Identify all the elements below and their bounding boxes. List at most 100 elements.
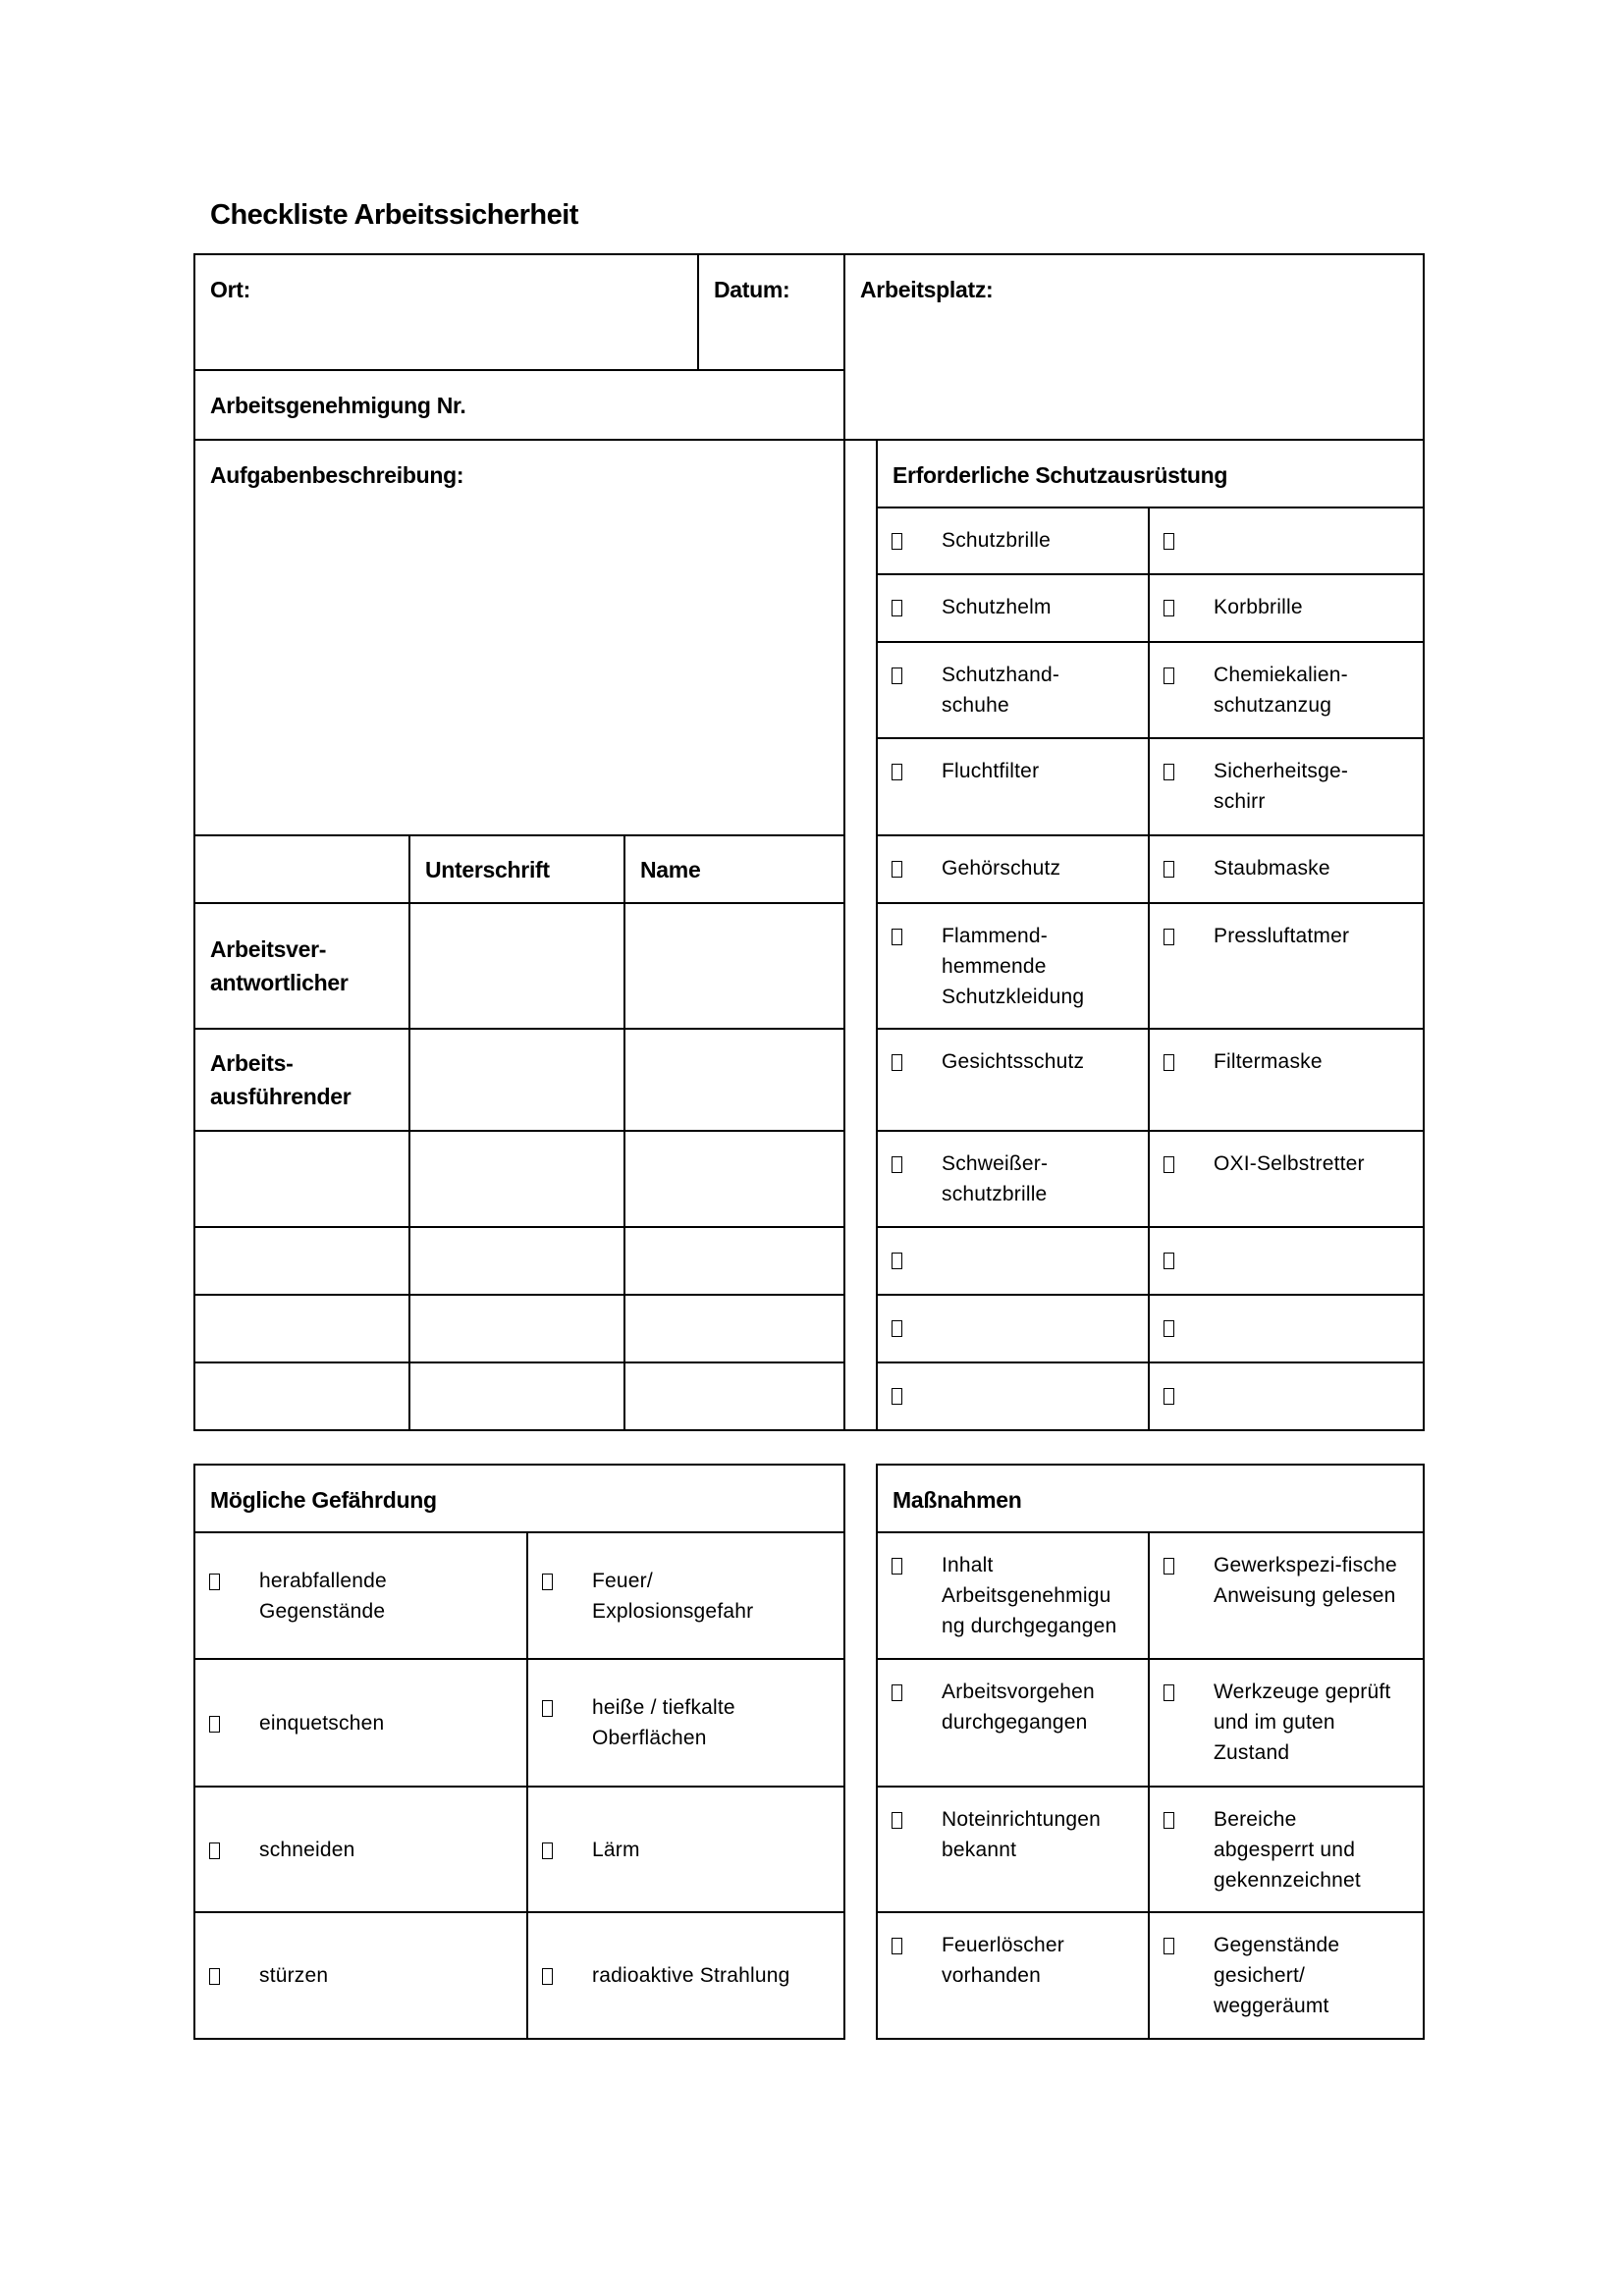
checkbox-icon[interactable] (542, 1842, 553, 1859)
gefaehrdung-heading-cell: Mögliche Gefährdung (193, 1464, 845, 1533)
checkbox-icon[interactable] (209, 1715, 220, 1733)
checkbox-icon[interactable] (542, 1968, 553, 1985)
checkbox-icon[interactable] (892, 533, 902, 550)
signature-field[interactable] (408, 1362, 625, 1431)
signature-field[interactable] (408, 1294, 625, 1363)
checkbox-icon[interactable] (892, 1558, 902, 1575)
checklist-item[interactable]: OXI-Selbstretter (1164, 1148, 1417, 1179)
checkbox-icon[interactable] (892, 1253, 902, 1269)
checklist-item[interactable] (1164, 1380, 1417, 1405)
checklist-item[interactable]: Flammend- hemmende Schutzkleidung (892, 921, 1142, 1012)
checkbox-icon[interactable] (892, 861, 902, 878)
signature-field[interactable] (408, 902, 625, 1030)
name-field[interactable] (623, 1362, 845, 1431)
item-label: Schutzhand- schuhe (942, 664, 1060, 717)
checklist-item[interactable]: Chemiekalien- schutzanzug (1164, 660, 1417, 721)
checkbox-icon[interactable] (892, 600, 902, 616)
checklist-item[interactable] (892, 1312, 1142, 1337)
checkbox-icon[interactable] (542, 1573, 553, 1590)
checkbox-icon[interactable] (892, 764, 902, 780)
checklist-item[interactable]: einquetschen (209, 1708, 520, 1738)
signature-field[interactable] (408, 1226, 625, 1296)
checklist-item[interactable]: Arbeitsvorgehen durchgegangen (892, 1677, 1142, 1737)
checklist-item[interactable] (892, 1245, 1142, 1269)
checklist-item[interactable]: Gegenstände gesichert/ weggeräumt (1164, 1930, 1417, 2021)
ort-field[interactable]: Ort: (193, 253, 699, 371)
measure-cell: Gegenstände gesichert/ weggeräumt (1148, 1911, 1425, 2040)
checkbox-icon[interactable] (542, 1700, 553, 1717)
ppe-cell: Schutzhand- schuhe (876, 641, 1150, 739)
checklist-item[interactable]: Feuer/ Explosionsgefahr (542, 1566, 838, 1627)
checkbox-icon[interactable] (1164, 600, 1174, 616)
checklist-item[interactable]: Bereiche abgesperrt und gekennzeichnet (1164, 1804, 1417, 1896)
checkbox-icon[interactable] (1164, 861, 1174, 878)
checkbox-icon[interactable] (1164, 1054, 1174, 1071)
datum-field[interactable]: Datum: (697, 253, 845, 371)
checklist-item[interactable]: Sicherheitsge- schirr (1164, 756, 1417, 817)
checklist-item[interactable]: Gehörschutz (892, 853, 1142, 883)
checkbox-icon[interactable] (1164, 1156, 1174, 1173)
checklist-item[interactable]: Schutzhelm (892, 592, 1142, 622)
checklist-item[interactable]: Noteinrichtungen bekannt (892, 1804, 1142, 1865)
arbeitsplatz-field[interactable]: Arbeitsplatz: (843, 253, 1425, 441)
checkbox-icon[interactable] (1164, 929, 1174, 945)
checkbox-icon[interactable] (1164, 764, 1174, 780)
checkbox-icon[interactable] (209, 1573, 220, 1590)
checklist-item[interactable]: Feuerlöscher vorhanden (892, 1930, 1142, 1991)
checklist-item[interactable]: Inhalt Arbeitsgenehmigu ng durchgegangen (892, 1550, 1142, 1641)
checkbox-icon[interactable] (1164, 533, 1174, 550)
checklist-item[interactable]: Schutzhand- schuhe (892, 660, 1142, 721)
checklist-item[interactable]: heiße / tiefkalte Oberflächen (542, 1692, 838, 1753)
item-label: Pressluftatmer (1214, 925, 1350, 947)
signature-field[interactable] (408, 1028, 625, 1132)
checklist-item[interactable]: radioaktive Strahlung (542, 1960, 838, 1991)
checkbox-icon[interactable] (209, 1842, 220, 1859)
checklist-item[interactable]: Pressluftatmer (1164, 921, 1417, 951)
signature-field[interactable] (408, 1130, 625, 1228)
signature-role-cell (193, 1226, 410, 1296)
checklist-item[interactable]: stürzen (209, 1960, 520, 1991)
name-field[interactable] (623, 1294, 845, 1363)
checkbox-icon[interactable] (892, 929, 902, 945)
checkbox-icon[interactable] (1164, 1558, 1174, 1575)
checklist-item[interactable]: herabfallende Gegenstände (209, 1566, 520, 1627)
checkbox-icon[interactable] (892, 1938, 902, 1954)
checklist-item[interactable]: schneiden (209, 1835, 520, 1865)
checklist-item[interactable]: Staubmaske (1164, 853, 1417, 883)
checklist-item[interactable] (1164, 1312, 1417, 1337)
checklist-item[interactable] (1164, 1245, 1417, 1269)
checkbox-icon[interactable] (1164, 1320, 1174, 1337)
checklist-item[interactable]: Schutzbrille (892, 525, 1142, 556)
checkbox-icon[interactable] (892, 1156, 902, 1173)
name-field[interactable] (623, 1226, 845, 1296)
checklist-item[interactable]: Korbbrille (1164, 592, 1417, 622)
checkbox-icon[interactable] (892, 1054, 902, 1071)
aufgabenbeschreibung-field[interactable]: Aufgabenbeschreibung: (193, 439, 845, 836)
checkbox-icon[interactable] (1164, 1938, 1174, 1954)
arbeitsgenehmigung-field[interactable]: Arbeitsgenehmigung Nr. (193, 369, 845, 441)
checkbox-icon[interactable] (892, 1320, 902, 1337)
name-field[interactable] (623, 902, 845, 1030)
name-field[interactable] (623, 1130, 845, 1228)
checkbox-icon[interactable] (209, 1968, 220, 1985)
checklist-item[interactable]: Gesichtsschutz (892, 1046, 1142, 1077)
checklist-item[interactable]: Werkzeuge geprüft und im guten Zustand (1164, 1677, 1417, 1768)
checkbox-icon[interactable] (1164, 1388, 1174, 1405)
checkbox-icon[interactable] (892, 667, 902, 684)
checkbox-icon[interactable] (1164, 1684, 1174, 1701)
ppe-cell: Gesichtsschutz (876, 1028, 1150, 1132)
name-field[interactable] (623, 1028, 845, 1132)
checklist-item[interactable]: Filtermaske (1164, 1046, 1417, 1077)
checkbox-icon[interactable] (892, 1388, 902, 1405)
checkbox-icon[interactable] (1164, 1253, 1174, 1269)
checklist-item[interactable]: Gewerkspezi-fische Anweisung gelesen (1164, 1550, 1417, 1611)
checkbox-icon[interactable] (1164, 667, 1174, 684)
checklist-item[interactable] (892, 1380, 1142, 1405)
checklist-item[interactable]: Lärm (542, 1835, 838, 1865)
checklist-item[interactable]: Fluchtfilter (892, 756, 1142, 786)
checklist-item[interactable]: Schweißer- schutzbrille (892, 1148, 1142, 1209)
checklist-item[interactable] (1164, 525, 1417, 550)
checkbox-icon[interactable] (1164, 1812, 1174, 1829)
checkbox-icon[interactable] (892, 1684, 902, 1701)
checkbox-icon[interactable] (892, 1812, 902, 1829)
